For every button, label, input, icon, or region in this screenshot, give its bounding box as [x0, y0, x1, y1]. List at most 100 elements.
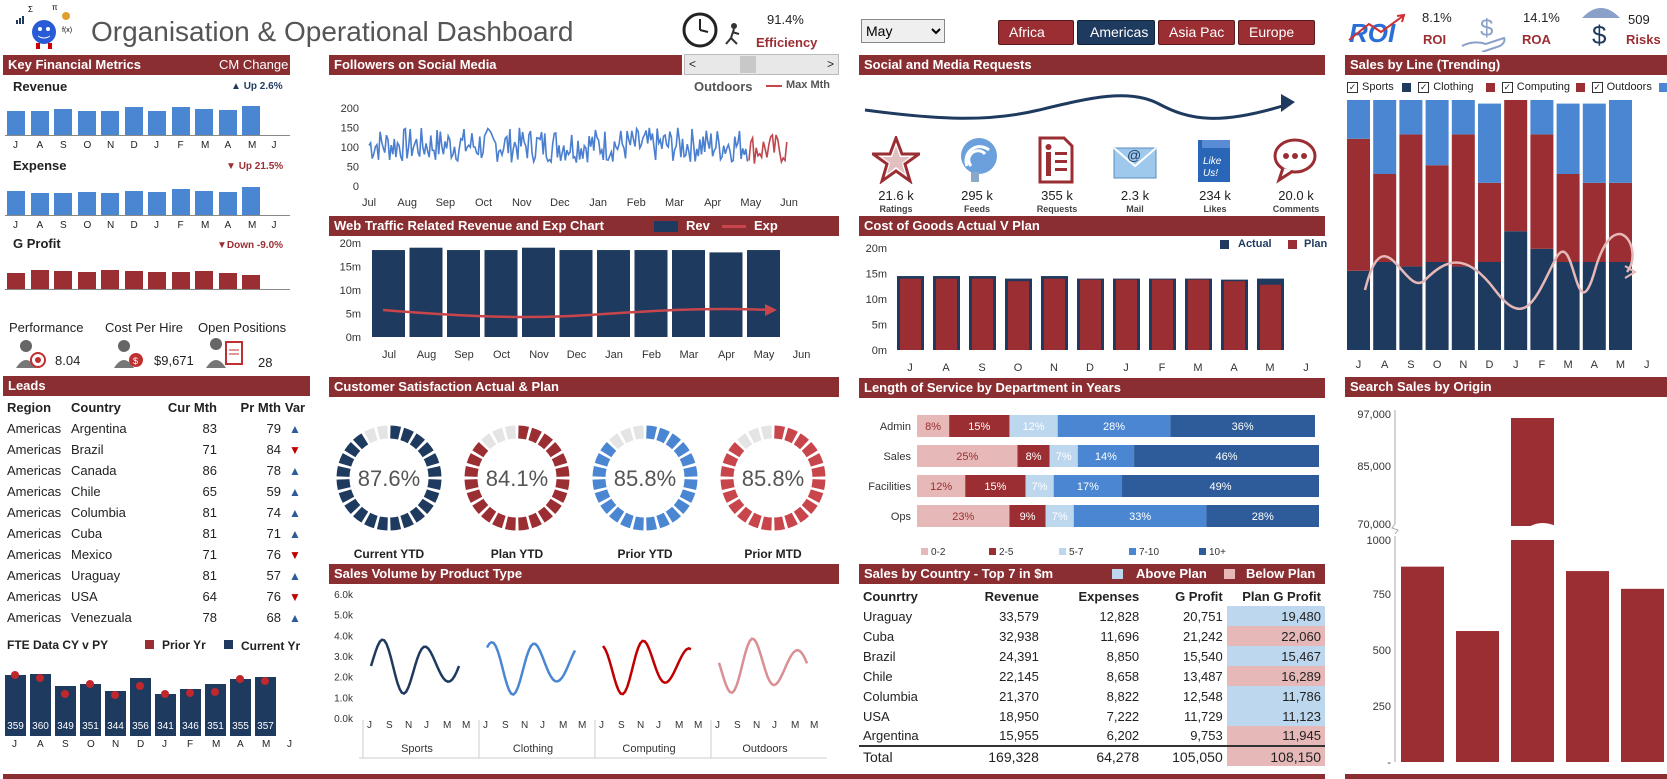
svpt-xtick: S	[502, 720, 509, 731]
donut-segment	[632, 516, 644, 531]
sbl-bar-segment	[1347, 270, 1370, 350]
csat-donuts: 87.6% Current YTD 84.1% Plan YTD 85.8% Prior …	[336, 425, 826, 561]
cogs-xtick: A	[1230, 362, 1238, 374]
los-segment	[917, 415, 950, 437]
region-button-europe[interactable]: Europe	[1238, 20, 1315, 45]
up-arrow-icon: ▲	[289, 421, 301, 436]
spark-bar	[242, 106, 260, 135]
month-label: S	[60, 220, 67, 231]
los-segment-label: 28%	[1252, 511, 1274, 523]
checkbox[interactable]: ✓	[1591, 82, 1603, 93]
svg-text:ROI: ROI	[1349, 18, 1396, 48]
checkbox[interactable]: ✓	[1347, 82, 1358, 93]
svg-text:π: π	[52, 3, 58, 12]
sct-cell-plan: 11,786	[1226, 686, 1325, 706]
social-ytick: 50	[347, 162, 359, 174]
los-legend-label: 10+	[1209, 547, 1226, 558]
donut-segment	[427, 479, 442, 491]
fte-month-label: O	[87, 739, 95, 750]
spark-bar	[77, 110, 96, 135]
down-arrow-icon: ▼	[289, 442, 301, 457]
social-xtick: Apr	[704, 197, 721, 209]
region-button-africa[interactable]: Africa	[998, 20, 1074, 45]
svg-text:Like: Like	[1203, 156, 1222, 167]
los-segment-label: 7%	[1052, 511, 1068, 523]
revenue-change: ▲ Up 2.6%	[231, 81, 283, 92]
cogs-xtick: D	[1086, 362, 1094, 374]
outdoors-label: Outdoors	[694, 79, 753, 94]
donut-segment	[466, 489, 483, 503]
donut-segment	[760, 516, 772, 531]
leads-cell-region: Americas	[7, 568, 62, 583]
roi-icon: ROI	[1347, 12, 1409, 50]
rev-bar	[409, 247, 443, 337]
donut-segment	[760, 425, 772, 440]
donut-segment	[390, 425, 402, 440]
svg-text:$: $	[133, 356, 138, 366]
fte-title: FTE Data CY v PY	[7, 638, 109, 652]
sct-cell-expenses: 8,658	[1106, 668, 1140, 684]
checkbox[interactable]: ✓	[1418, 82, 1430, 93]
sbl-xtick: J	[1356, 359, 1362, 371]
smr-value: 355 k	[1041, 188, 1073, 203]
los-segment-label: 14%	[1095, 451, 1117, 463]
donut-segment	[464, 465, 479, 477]
svpt-xtick: S	[386, 720, 393, 731]
svpt-line	[369, 638, 461, 695]
leads-cell-country: Chile	[71, 484, 101, 499]
leads-col-region: Region	[7, 400, 52, 415]
scroll-left-arrow[interactable]: <	[689, 57, 697, 71]
search-sales-chart: 97,00085,00070,0001000750500250-DirectRe…	[1357, 409, 1664, 769]
spark-bar	[77, 272, 96, 289]
leads-cell-pr: 76	[266, 589, 281, 604]
region-button-asia-pac[interactable]: Asia Pac	[1158, 20, 1235, 45]
scroll-thumb[interactable]	[740, 56, 756, 73]
svpt-ytick: 5.0k	[334, 611, 354, 622]
region-button-americas[interactable]: Americas	[1077, 20, 1155, 45]
sso-ytick: 85,000	[1357, 461, 1391, 473]
spark-bar	[195, 109, 213, 135]
donut-segment	[409, 506, 425, 523]
sbl-legend-swatch	[1659, 83, 1667, 92]
sbl-legend-label: Outdoors	[1606, 81, 1652, 93]
checkbox[interactable]: ✓	[1501, 82, 1513, 93]
below-plan-swatch	[1224, 569, 1235, 579]
social-header: Followers on Social Media	[329, 55, 682, 75]
donut-segment	[592, 465, 607, 477]
dollar-hand-icon: $	[1460, 10, 1508, 53]
csat-label: Plan YTD	[491, 547, 544, 561]
donut-segment	[551, 489, 568, 503]
svg-text:f(x): f(x)	[62, 27, 72, 34]
los-segment	[1122, 475, 1319, 497]
sbl-bar-segment	[1478, 262, 1501, 350]
scroll-right-arrow[interactable]: >	[826, 57, 834, 71]
month-select[interactable]: May	[861, 19, 945, 43]
month-label: J	[154, 140, 159, 151]
spark-bar	[101, 270, 119, 289]
donut-segment	[748, 427, 762, 444]
svpt-xtick: J	[656, 720, 661, 731]
fte-bar-label: 356	[132, 721, 149, 732]
performance-value: 8.04	[55, 353, 81, 368]
smr-label: Comments	[1272, 204, 1320, 214]
los-segment	[1134, 445, 1319, 467]
svpt-line	[485, 640, 577, 696]
los-dept-label: Facilities	[868, 481, 911, 493]
fte-bar	[255, 677, 276, 736]
donut-segment	[376, 516, 388, 531]
donut-segment	[679, 453, 696, 467]
sso-ytick: -	[1387, 757, 1391, 769]
length-of-service-chart: Admin 8% 15% 12% 28% 36% Sales 25% 8% 7% 14% 46% Fac…	[868, 415, 1319, 558]
leads-col-pr: Pr Mth	[240, 400, 281, 415]
sbl-bar-segment	[1399, 100, 1423, 135]
donut-segment	[673, 498, 690, 514]
donut-segment	[427, 465, 442, 477]
sct-cell-plan: 108,150	[1226, 745, 1325, 766]
month-label: J	[13, 220, 18, 231]
month-label: D	[130, 220, 138, 231]
performance-person-icon	[14, 338, 46, 368]
scrollbar[interactable]: < >	[684, 54, 839, 75]
cogs-xtick: J	[1303, 362, 1309, 374]
leads-cell-region: Americas	[7, 505, 62, 520]
